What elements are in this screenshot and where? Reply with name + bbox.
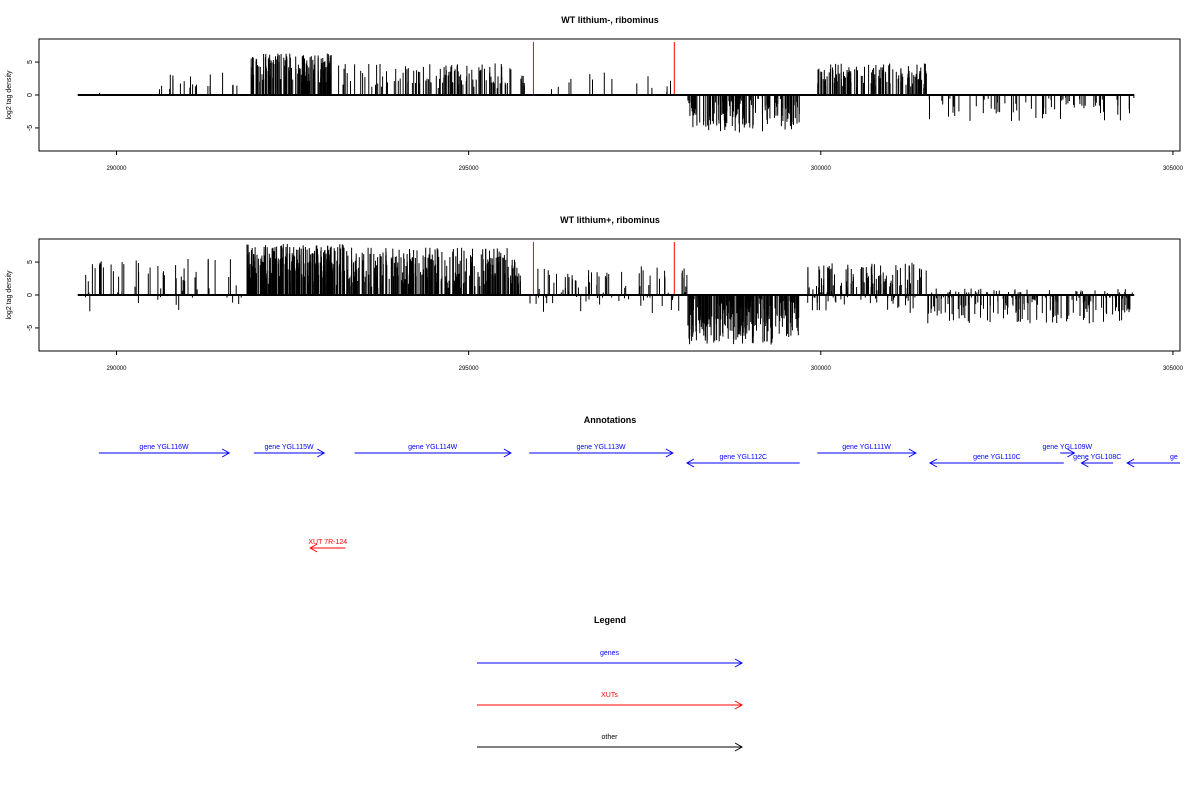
legend-item-xuts: XUTs — [477, 692, 744, 710]
y-axis: -5 0 5 — [27, 60, 39, 131]
feature-label: gene YGL115W — [264, 444, 314, 451]
annotations-panel: Annotations gene YGL116W gene YGL115W gene… — [98, 415, 1180, 553]
highlight-lines — [532, 42, 675, 95]
feature-label: gene YGL114W — [408, 444, 458, 451]
arrow-head-icon — [503, 448, 512, 458]
legend-item-other: other — [477, 734, 744, 752]
track-panel-lithium-plus: WT lithium+, ribominus log2 tag density … — [6, 215, 1184, 372]
highlight-lines — [532, 242, 675, 295]
x-tick: 290000 — [106, 351, 127, 372]
y-axis-label: log2 tag density — [6, 70, 13, 120]
y-tick-label: 0 — [27, 93, 34, 97]
y-tick-label: 5 — [27, 60, 34, 64]
y-tick: 0 — [27, 93, 39, 97]
arrow-head-icon — [1067, 448, 1076, 458]
feature-label: gene YGL110C — [973, 454, 1021, 461]
x-tick: 300000 — [811, 151, 832, 172]
arrow-head-icon — [317, 448, 326, 458]
track-panel-lithium-minus: WT lithium-, ribominus log2 tag density … — [6, 15, 1184, 172]
feature-label: gene YGL111W — [842, 444, 891, 451]
annotation-feature: gene YGL114W — [354, 444, 512, 458]
arrow-head-icon — [1126, 458, 1135, 468]
y-tick-label: 0 — [27, 293, 34, 297]
annotation-feature: gene YGL115W — [253, 444, 326, 458]
annotation-feature: gene YGL109W — [1042, 444, 1093, 458]
annotation-feature: ge — [1126, 454, 1180, 468]
y-tick: 5 — [27, 60, 39, 64]
feature-label: gene YGL113W — [576, 444, 626, 451]
arrow-head-icon — [734, 658, 744, 668]
annotation-feature: gene YGL112C — [685, 454, 800, 468]
legend: Legend genes XUTs other — [477, 615, 744, 752]
feature-label: ge — [1170, 454, 1178, 461]
y-axis: -5 0 5 — [27, 260, 39, 331]
x-tick-label: 290000 — [106, 366, 127, 372]
arrow-head-icon — [309, 543, 318, 553]
annotation-feature: gene YGL116W — [98, 444, 231, 458]
panel-title: WT lithium+, ribominus — [560, 215, 660, 225]
x-tick: 295000 — [459, 351, 480, 372]
x-tick-label: 290000 — [106, 166, 127, 172]
y-tick-label: -5 — [27, 125, 34, 131]
legend-label: XUTs — [601, 692, 618, 699]
arrow-head-icon — [685, 458, 695, 468]
x-tick-label: 295000 — [459, 366, 480, 372]
arrow-head-icon — [734, 700, 744, 710]
x-tick-label: 300000 — [811, 366, 832, 372]
annotations-title: Annotations — [584, 415, 637, 425]
x-tick: 290000 — [106, 151, 127, 172]
feature-label: XUT 7R-124 — [308, 539, 347, 546]
x-tick-label: 305000 — [1163, 166, 1184, 172]
feature-label: gene YGL109W — [1042, 444, 1092, 451]
arrow-head-icon — [928, 458, 938, 468]
annotation-feature: gene YGL108C — [1073, 454, 1121, 468]
arrow-head-icon — [221, 448, 231, 458]
x-tick-label: 300000 — [811, 166, 832, 172]
y-tick-label: 5 — [27, 260, 34, 264]
x-tick: 305000 — [1163, 151, 1184, 172]
arrow-head-icon — [1080, 458, 1089, 468]
arrow-head-icon — [665, 448, 674, 458]
panel-title: WT lithium-, ribominus — [561, 15, 659, 25]
x-tick: 300000 — [811, 351, 832, 372]
annotation-feature: gene YGL113W — [529, 444, 674, 458]
feature-label: gene YGL112C — [720, 454, 768, 461]
y-tick: -5 — [27, 125, 39, 131]
x-axis: 290000 295000 300000 305000 — [106, 151, 1184, 172]
legend-label: other — [602, 734, 619, 741]
density-bars — [99, 53, 1135, 133]
x-tick-label: 295000 — [459, 166, 480, 172]
feature-label: gene YGL116W — [139, 444, 189, 451]
y-tick-label: -5 — [27, 325, 34, 331]
y-axis-label: log2 tag density — [6, 270, 13, 320]
x-tick: 295000 — [459, 151, 480, 172]
x-tick: 305000 — [1163, 351, 1184, 372]
annotation-feature: XUT 7R-124 — [308, 539, 347, 553]
legend-item-genes: genes — [477, 650, 744, 668]
y-tick: 0 — [27, 293, 39, 297]
annotation-feature: gene YGL111W — [817, 444, 917, 458]
x-axis: 290000 295000 300000 305000 — [106, 351, 1184, 372]
arrow-head-icon — [908, 448, 917, 458]
annotation-feature: gene YGL110C — [928, 454, 1064, 468]
y-tick: -5 — [27, 325, 39, 331]
y-tick: 5 — [27, 260, 39, 264]
annotation-features: gene YGL116W gene YGL115W gene YGL114W gene… — [98, 444, 1180, 553]
x-tick-label: 305000 — [1163, 366, 1184, 372]
legend-label: genes — [600, 650, 620, 657]
arrow-head-icon — [734, 742, 744, 752]
density-bars — [85, 244, 1133, 345]
legend-title: Legend — [594, 615, 626, 625]
feature-label: gene YGL108C — [1073, 454, 1121, 461]
